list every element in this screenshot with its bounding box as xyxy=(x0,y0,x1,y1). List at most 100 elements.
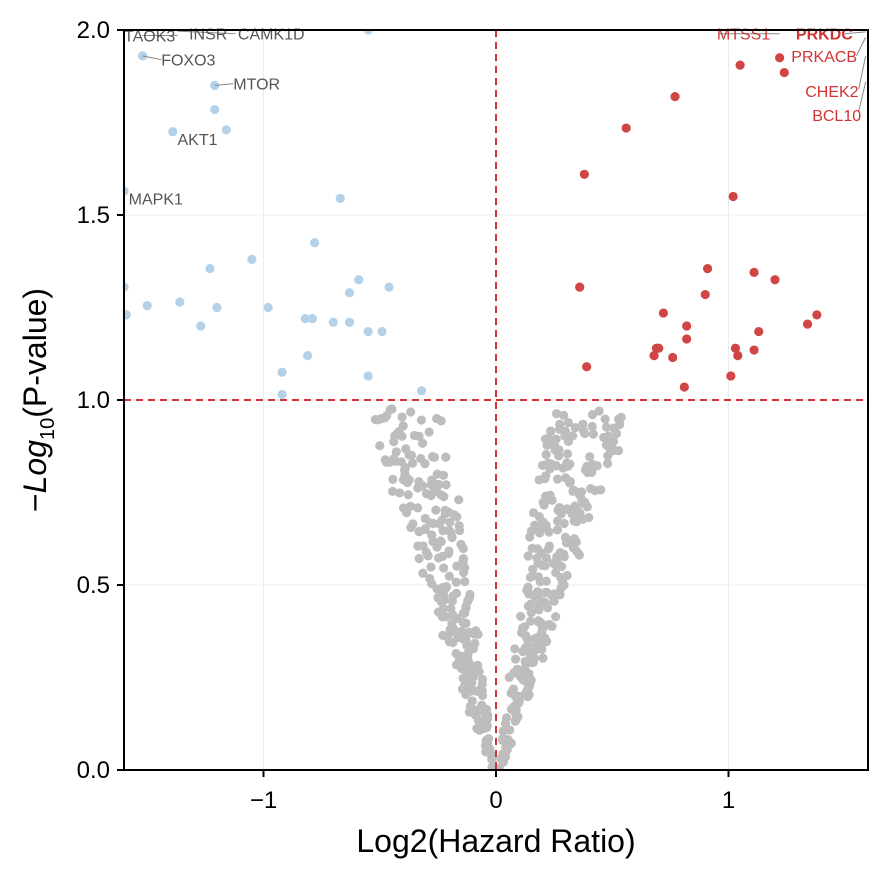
point-up xyxy=(770,275,780,285)
point-ns xyxy=(525,651,535,661)
point-ns xyxy=(532,544,543,554)
x-tick-label: −1 xyxy=(250,787,277,814)
point-ns xyxy=(461,689,471,700)
point-ns xyxy=(421,488,431,499)
point-ns xyxy=(587,421,597,432)
point-ns xyxy=(600,414,610,424)
point-ns xyxy=(427,579,437,589)
y-axis-title: −Log10(P-value) xyxy=(17,288,59,512)
point-up xyxy=(726,371,736,381)
point-ns xyxy=(511,714,521,724)
point-down xyxy=(210,80,220,91)
point-ns xyxy=(537,460,548,470)
point-down xyxy=(335,193,345,203)
gene-label-chek2: CHEK2 xyxy=(805,84,858,101)
point-ns xyxy=(580,499,590,509)
point-ns xyxy=(523,601,534,611)
y-axis-title-suffix: (P-value) xyxy=(17,288,53,418)
point-down xyxy=(363,30,373,35)
point-ns xyxy=(463,671,473,681)
y-axis-title-sub: 10 xyxy=(37,418,59,440)
point-ns xyxy=(500,725,511,735)
point-ns xyxy=(514,695,524,706)
point-ns xyxy=(456,539,466,549)
point-down xyxy=(124,186,129,196)
point-ns xyxy=(555,424,565,434)
y-axis-title-log: Log xyxy=(17,440,53,494)
point-up xyxy=(775,53,785,63)
point-ns xyxy=(432,469,442,479)
point-ns xyxy=(602,458,613,469)
point-down xyxy=(247,254,257,264)
point-ns xyxy=(552,525,563,535)
point-ns xyxy=(529,634,540,644)
point-ns xyxy=(427,475,437,485)
point-ns xyxy=(510,644,520,654)
point-ns xyxy=(533,617,543,627)
point-ns xyxy=(433,607,444,617)
point-ns xyxy=(522,585,532,595)
threshold-lines xyxy=(124,30,868,770)
point-ns xyxy=(467,661,477,671)
point-ns xyxy=(514,665,524,675)
y-tick-label: 1.5 xyxy=(77,202,110,229)
point-ns xyxy=(425,518,435,528)
point-ns xyxy=(574,550,584,560)
point-ns xyxy=(461,636,471,646)
point-ns xyxy=(454,525,465,536)
y-tick-label: 2.0 xyxy=(77,17,110,44)
gene-label-bcl10: BCL10 xyxy=(812,108,861,125)
point-ns xyxy=(511,705,521,715)
point-ns xyxy=(451,648,461,659)
point-ns xyxy=(482,720,492,731)
point-up xyxy=(735,60,745,70)
point-ns xyxy=(458,608,468,618)
point-ns xyxy=(533,600,543,610)
point-ns xyxy=(546,426,556,436)
y-tick-label: 0.0 xyxy=(77,757,110,784)
x-tick-label: 0 xyxy=(489,787,502,814)
point-ns xyxy=(559,518,569,529)
point-ns xyxy=(552,474,563,484)
point-ns xyxy=(551,560,562,571)
point-down xyxy=(344,288,355,298)
point-ns xyxy=(414,477,424,487)
point-ns xyxy=(567,509,577,519)
point-ns xyxy=(572,517,582,527)
point-ns xyxy=(599,432,609,443)
point-ns xyxy=(448,637,458,648)
point-down xyxy=(124,282,129,292)
point-ns xyxy=(448,591,458,601)
point-ns xyxy=(587,467,597,478)
point-ns xyxy=(545,464,555,474)
point-down xyxy=(307,314,317,324)
point-ns xyxy=(525,572,536,582)
point-up xyxy=(812,310,822,320)
point-ns xyxy=(441,452,451,462)
point-ns xyxy=(560,473,571,483)
x-tick-label: 1 xyxy=(722,787,735,814)
point-up xyxy=(651,343,662,353)
point-ns xyxy=(403,490,413,500)
point-ns xyxy=(439,563,449,573)
point-ns xyxy=(448,610,458,620)
point-ns xyxy=(391,447,401,457)
point-ns xyxy=(407,458,418,468)
point-up xyxy=(779,67,789,78)
point-ns xyxy=(387,404,397,414)
point-ns xyxy=(568,543,578,553)
point-down xyxy=(210,104,220,115)
point-ns xyxy=(540,473,550,484)
label-leader-line xyxy=(177,30,236,35)
point-up xyxy=(682,334,692,344)
point-ns xyxy=(477,679,487,689)
point-ns xyxy=(578,419,588,429)
point-ns xyxy=(428,537,438,547)
gene-label-foxo3: FOXO3 xyxy=(161,53,215,70)
point-ns xyxy=(572,502,582,513)
point-ns xyxy=(538,517,548,527)
point-ns xyxy=(528,564,538,574)
point-down xyxy=(377,326,387,337)
point-ns xyxy=(444,546,454,556)
